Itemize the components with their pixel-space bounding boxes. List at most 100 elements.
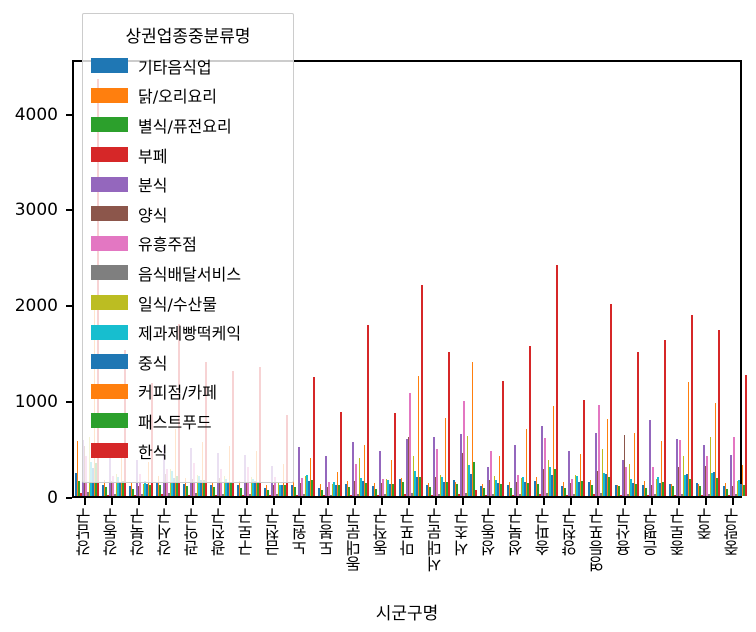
legend-label: 부페 xyxy=(138,146,168,166)
legend-label: 닭/오리요리 xyxy=(138,87,217,107)
bar-일식/수산물 xyxy=(142,483,145,496)
bar-분식 xyxy=(459,433,462,496)
bar-패스트푸드 xyxy=(203,479,206,496)
bar-별식/퓨전요리 xyxy=(186,486,189,496)
bar-기타음식업 xyxy=(696,482,698,496)
bar-일식/수산물 xyxy=(736,480,739,496)
bar-양식 xyxy=(434,476,437,496)
bar-한식 xyxy=(583,400,585,496)
bar-양식 xyxy=(353,480,356,496)
bar-패스트푸드 xyxy=(392,483,395,496)
bar-기타음식업 xyxy=(426,485,428,496)
legend-patch-icon xyxy=(91,413,128,429)
xtick-mark xyxy=(110,498,114,505)
xtick-label-구로구: 구로구 xyxy=(237,508,256,556)
xtick-mark xyxy=(569,498,573,505)
bar-양식 xyxy=(461,452,464,496)
bar-커피점/카페 xyxy=(714,403,717,496)
bar-음식배달서비스 xyxy=(383,494,386,496)
bar-양식 xyxy=(731,486,734,496)
bar-group-동대문구 xyxy=(345,325,369,496)
bar-닭/오리요리 xyxy=(697,483,700,496)
bar-양식 xyxy=(272,485,275,496)
bar-한식 xyxy=(637,352,639,496)
bar-양식 xyxy=(191,478,194,496)
xtick-label-서초구: 서초구 xyxy=(453,508,472,556)
bar-유흥주점 xyxy=(544,437,546,496)
bar-패스트푸드 xyxy=(176,475,179,496)
legend-rows: 기타음식업 닭/오리요리 별식/퓨전요리 부페 분식 양식 유흥주점 음식배달서비스 일식/수산… xyxy=(83,51,293,465)
bar-기타음식업 xyxy=(75,473,77,496)
ytick-label-1000: 1000 xyxy=(14,392,58,413)
bar-음식배달서비스 xyxy=(302,493,305,496)
bar-제과제빵떡케익 xyxy=(603,473,605,496)
bar-기타음식업 xyxy=(399,478,401,496)
bar-패스트푸드 xyxy=(311,479,314,496)
bar-기타음식업 xyxy=(480,486,482,496)
bar-양식 xyxy=(650,484,653,496)
bar-부페 xyxy=(431,494,433,496)
bar-양식 xyxy=(110,480,113,496)
legend-label: 일식/수산물 xyxy=(138,294,217,314)
bar-별식/퓨전요리 xyxy=(564,488,567,496)
xtick-label-강서구: 강서구 xyxy=(156,508,175,556)
bar-중식 xyxy=(334,485,337,496)
bar-패스트푸드 xyxy=(230,481,233,496)
bar-중식 xyxy=(226,481,229,496)
bar-별식/퓨전요리 xyxy=(240,487,243,496)
xtick-label-도봉구: 도봉구 xyxy=(318,508,337,556)
legend-label: 분식 xyxy=(138,176,168,196)
bar-제과제빵떡케익 xyxy=(576,475,578,496)
bar-패스트푸드 xyxy=(527,482,530,496)
bar-음식배달서비스 xyxy=(410,493,413,496)
bar-기타음식업 xyxy=(507,485,509,496)
bar-부페 xyxy=(593,494,595,496)
bar-닭/오리요리 xyxy=(481,483,484,496)
bar-패스트푸드 xyxy=(581,480,584,496)
bar-일식/수산물 xyxy=(439,474,442,496)
bar-닭/오리요리 xyxy=(724,482,727,496)
bar-별식/퓨전요리 xyxy=(537,483,540,496)
legend-patch-icon xyxy=(91,206,128,222)
bar-중식 xyxy=(496,482,499,496)
bar-유흥주점 xyxy=(355,464,357,496)
bar-유흥주점 xyxy=(301,477,303,496)
bar-닭/오리요리 xyxy=(238,480,241,496)
bar-group-종로구 xyxy=(669,314,693,496)
xtick-mark xyxy=(515,498,519,505)
legend-label: 중식 xyxy=(138,353,168,373)
bar-부페 xyxy=(566,494,568,496)
bar-별식/퓨전요리 xyxy=(699,486,702,496)
bar-닭/오리요리 xyxy=(616,484,619,496)
bar-부페 xyxy=(107,494,109,496)
bar-별식/퓨전요리 xyxy=(321,490,324,496)
bar-음식배달서비스 xyxy=(275,494,278,496)
bar-부페 xyxy=(188,494,190,496)
bar-한식 xyxy=(745,375,747,496)
bar-별식/퓨전요리 xyxy=(105,487,108,496)
bar-기타음식업 xyxy=(723,486,725,496)
bar-유흥주점 xyxy=(382,478,384,496)
bar-group-용산구 xyxy=(615,352,639,496)
legend-label: 한식 xyxy=(138,442,168,462)
bar-양식 xyxy=(623,434,626,496)
bar-한식 xyxy=(691,314,693,496)
bar-분식 xyxy=(513,445,516,496)
legend-row-닭/오리요리: 닭/오리요리 xyxy=(83,81,293,111)
bar-커피점/카페 xyxy=(417,376,420,496)
bar-별식/퓨전요리 xyxy=(726,489,729,496)
xtick-mark xyxy=(164,498,168,505)
bar-기타음식업 xyxy=(102,484,104,496)
bar-한식 xyxy=(313,376,315,496)
ytick-mark xyxy=(66,305,72,308)
bar-커피점/카페 xyxy=(687,381,690,496)
bar-부페 xyxy=(512,494,514,496)
xtick-mark xyxy=(488,498,492,505)
bar-group-성동구 xyxy=(480,381,504,496)
bar-별식/퓨전요리 xyxy=(213,487,216,496)
xtick-mark xyxy=(650,498,654,505)
bar-group-은평구 xyxy=(642,339,666,496)
bar-양식 xyxy=(218,477,221,496)
bar-분식 xyxy=(378,450,381,496)
bar-패스트푸드 xyxy=(500,483,503,496)
